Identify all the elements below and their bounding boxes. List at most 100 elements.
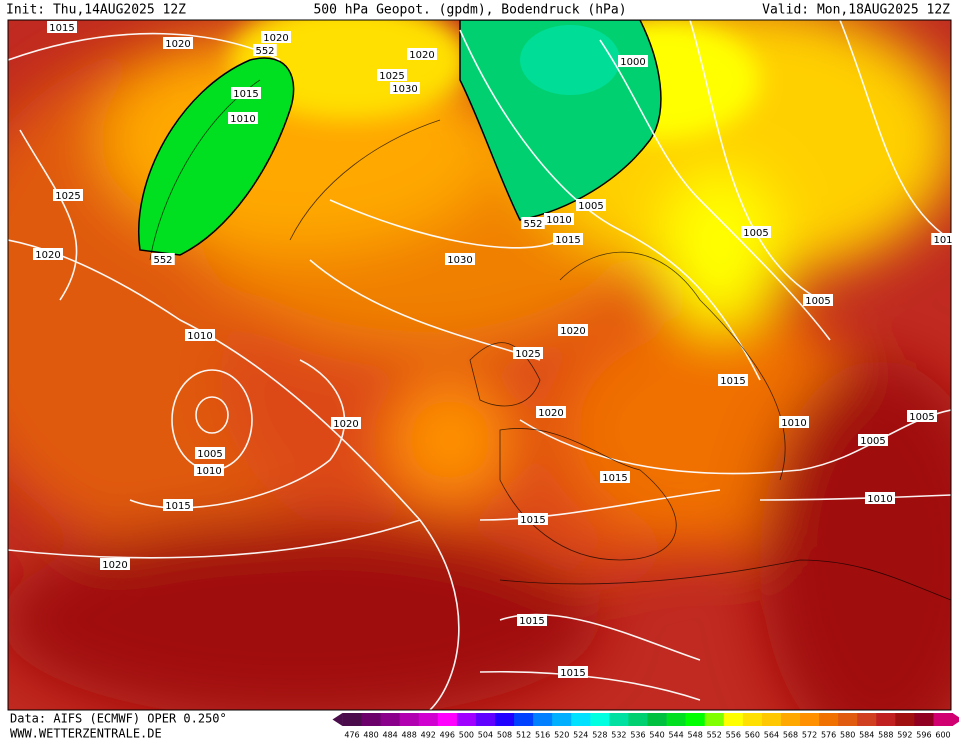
isobar-label-box xyxy=(407,48,437,60)
isobar-label: 1015 xyxy=(233,89,258,100)
legend-swatch xyxy=(399,713,420,726)
isobar-label-box xyxy=(536,406,566,418)
isobar-label: 1020 xyxy=(409,50,434,61)
isobar-label: 552 xyxy=(153,255,172,266)
legend-swatch xyxy=(494,713,515,726)
legend-value: 516 xyxy=(535,731,550,740)
isobar-label-box xyxy=(151,253,175,265)
isobar-label-box xyxy=(163,37,193,49)
isobar-label-box xyxy=(53,189,83,201)
isobar-label-box xyxy=(907,410,937,422)
valid-time: Valid: Mon,18AUG2025 12Z xyxy=(762,3,950,18)
isobar-label: 1020 xyxy=(263,33,288,44)
legend-value: 572 xyxy=(802,731,817,740)
legend-value: 576 xyxy=(821,731,836,740)
legend-swatch xyxy=(437,713,458,726)
isobar-label-box xyxy=(931,233,955,245)
legend-swatch xyxy=(552,713,572,726)
isobar-label-box xyxy=(865,492,895,504)
isobar-label: 552 xyxy=(255,46,274,57)
isobar-label: 552 xyxy=(523,219,542,230)
isobar-label: 1020 xyxy=(560,326,585,337)
isobar-label: 1020 xyxy=(102,560,127,571)
isobar-label-box xyxy=(803,294,833,306)
isobar-label-box xyxy=(33,248,63,260)
isobar-label-box xyxy=(544,213,574,225)
legend-value: 548 xyxy=(688,731,703,740)
legend-swatch xyxy=(895,713,915,726)
isobar-label: 1010 xyxy=(196,466,221,477)
isobar-label-box xyxy=(163,499,193,511)
legend-value: 536 xyxy=(630,731,645,740)
isobar-label-box xyxy=(261,31,291,43)
legend-swatch xyxy=(914,713,934,726)
legend-value: 600 xyxy=(935,731,950,740)
legend-value: 564 xyxy=(764,731,779,740)
legend-value: 512 xyxy=(516,731,531,740)
isobar-label-box xyxy=(858,434,888,446)
legend-value: 592 xyxy=(897,731,912,740)
init-time: Init: Thu,14AUG2025 12Z xyxy=(6,3,186,18)
legend-swatch xyxy=(857,713,877,726)
legend-value: 532 xyxy=(611,731,626,740)
data-source: Data: AIFS (ECMWF) OPER 0.250° xyxy=(10,712,227,726)
legend-value: 560 xyxy=(745,731,760,740)
isobar-label-box xyxy=(558,666,588,678)
isobar-label: 1020 xyxy=(333,419,358,430)
legend-value: 580 xyxy=(840,731,855,740)
legend-swatch xyxy=(418,713,439,726)
isobar-label: 1005 xyxy=(860,436,885,447)
isobar-label-box xyxy=(390,82,420,94)
legend-value: 552 xyxy=(707,731,722,740)
map-title: 500 hPa Geopot. (gpdm), Bodendruck (hPa) xyxy=(313,3,626,18)
legend-swatch xyxy=(571,713,591,726)
isobar-label: 1015 xyxy=(560,668,585,679)
legend-swatch xyxy=(780,713,801,726)
legend-swatch xyxy=(819,713,839,726)
isobar-label: 101 xyxy=(933,235,952,246)
isobar-label: 1030 xyxy=(392,84,417,95)
legend-swatch xyxy=(342,713,363,726)
legend-swatch xyxy=(704,713,725,726)
legend-swatch xyxy=(666,713,687,726)
legend-swatch xyxy=(361,713,382,726)
isobar-label: 1015 xyxy=(165,501,190,512)
legend-value: 520 xyxy=(554,731,569,740)
isobar-label: 1015 xyxy=(49,23,74,34)
legend-arrow-right xyxy=(952,713,959,726)
legend-value: 556 xyxy=(726,731,741,740)
isobar-labels: 1015 1020 1020 552 1015 1010 1025 1020 552 1020 10… xyxy=(33,21,955,679)
isobar-label: 1030 xyxy=(447,255,472,266)
legend-value: 484 xyxy=(382,731,397,740)
legend-value: 476 xyxy=(344,731,359,740)
legend-value: 540 xyxy=(649,731,664,740)
isobar-label: 1015 xyxy=(555,235,580,246)
isobar-label-box xyxy=(445,253,475,265)
legend-swatch xyxy=(933,713,954,726)
isobar-label-box xyxy=(231,87,261,99)
isobar-label-box xyxy=(518,513,548,525)
legend-swatch xyxy=(723,713,744,726)
legend-arrow-left xyxy=(332,713,343,726)
color-legend: 476 480 484 488 492 496 500 504 508 512 516 520 524 5… xyxy=(332,713,959,740)
isobar-label: 1025 xyxy=(55,191,80,202)
legend-swatch xyxy=(876,713,896,726)
isobar-label: 1010 xyxy=(867,494,892,505)
isobar-label: 1000 xyxy=(620,57,645,68)
isobar-label: 1010 xyxy=(187,331,212,342)
legend-swatch xyxy=(475,713,496,726)
isobar-label-box xyxy=(558,324,588,336)
legend-value: 596 xyxy=(916,731,931,740)
legend-swatch xyxy=(609,713,629,726)
legend-swatch xyxy=(838,713,858,726)
legend-value: 500 xyxy=(459,731,474,740)
legend-value: 508 xyxy=(497,731,512,740)
isobar-label-box xyxy=(600,471,630,483)
isobar-label: 1005 xyxy=(805,296,830,307)
isobar-label: 1005 xyxy=(578,201,603,212)
isobar-label: 1010 xyxy=(230,114,255,125)
isobar-label-box xyxy=(228,112,258,124)
isobar-label-box xyxy=(741,226,771,238)
legend-swatch xyxy=(761,713,782,726)
